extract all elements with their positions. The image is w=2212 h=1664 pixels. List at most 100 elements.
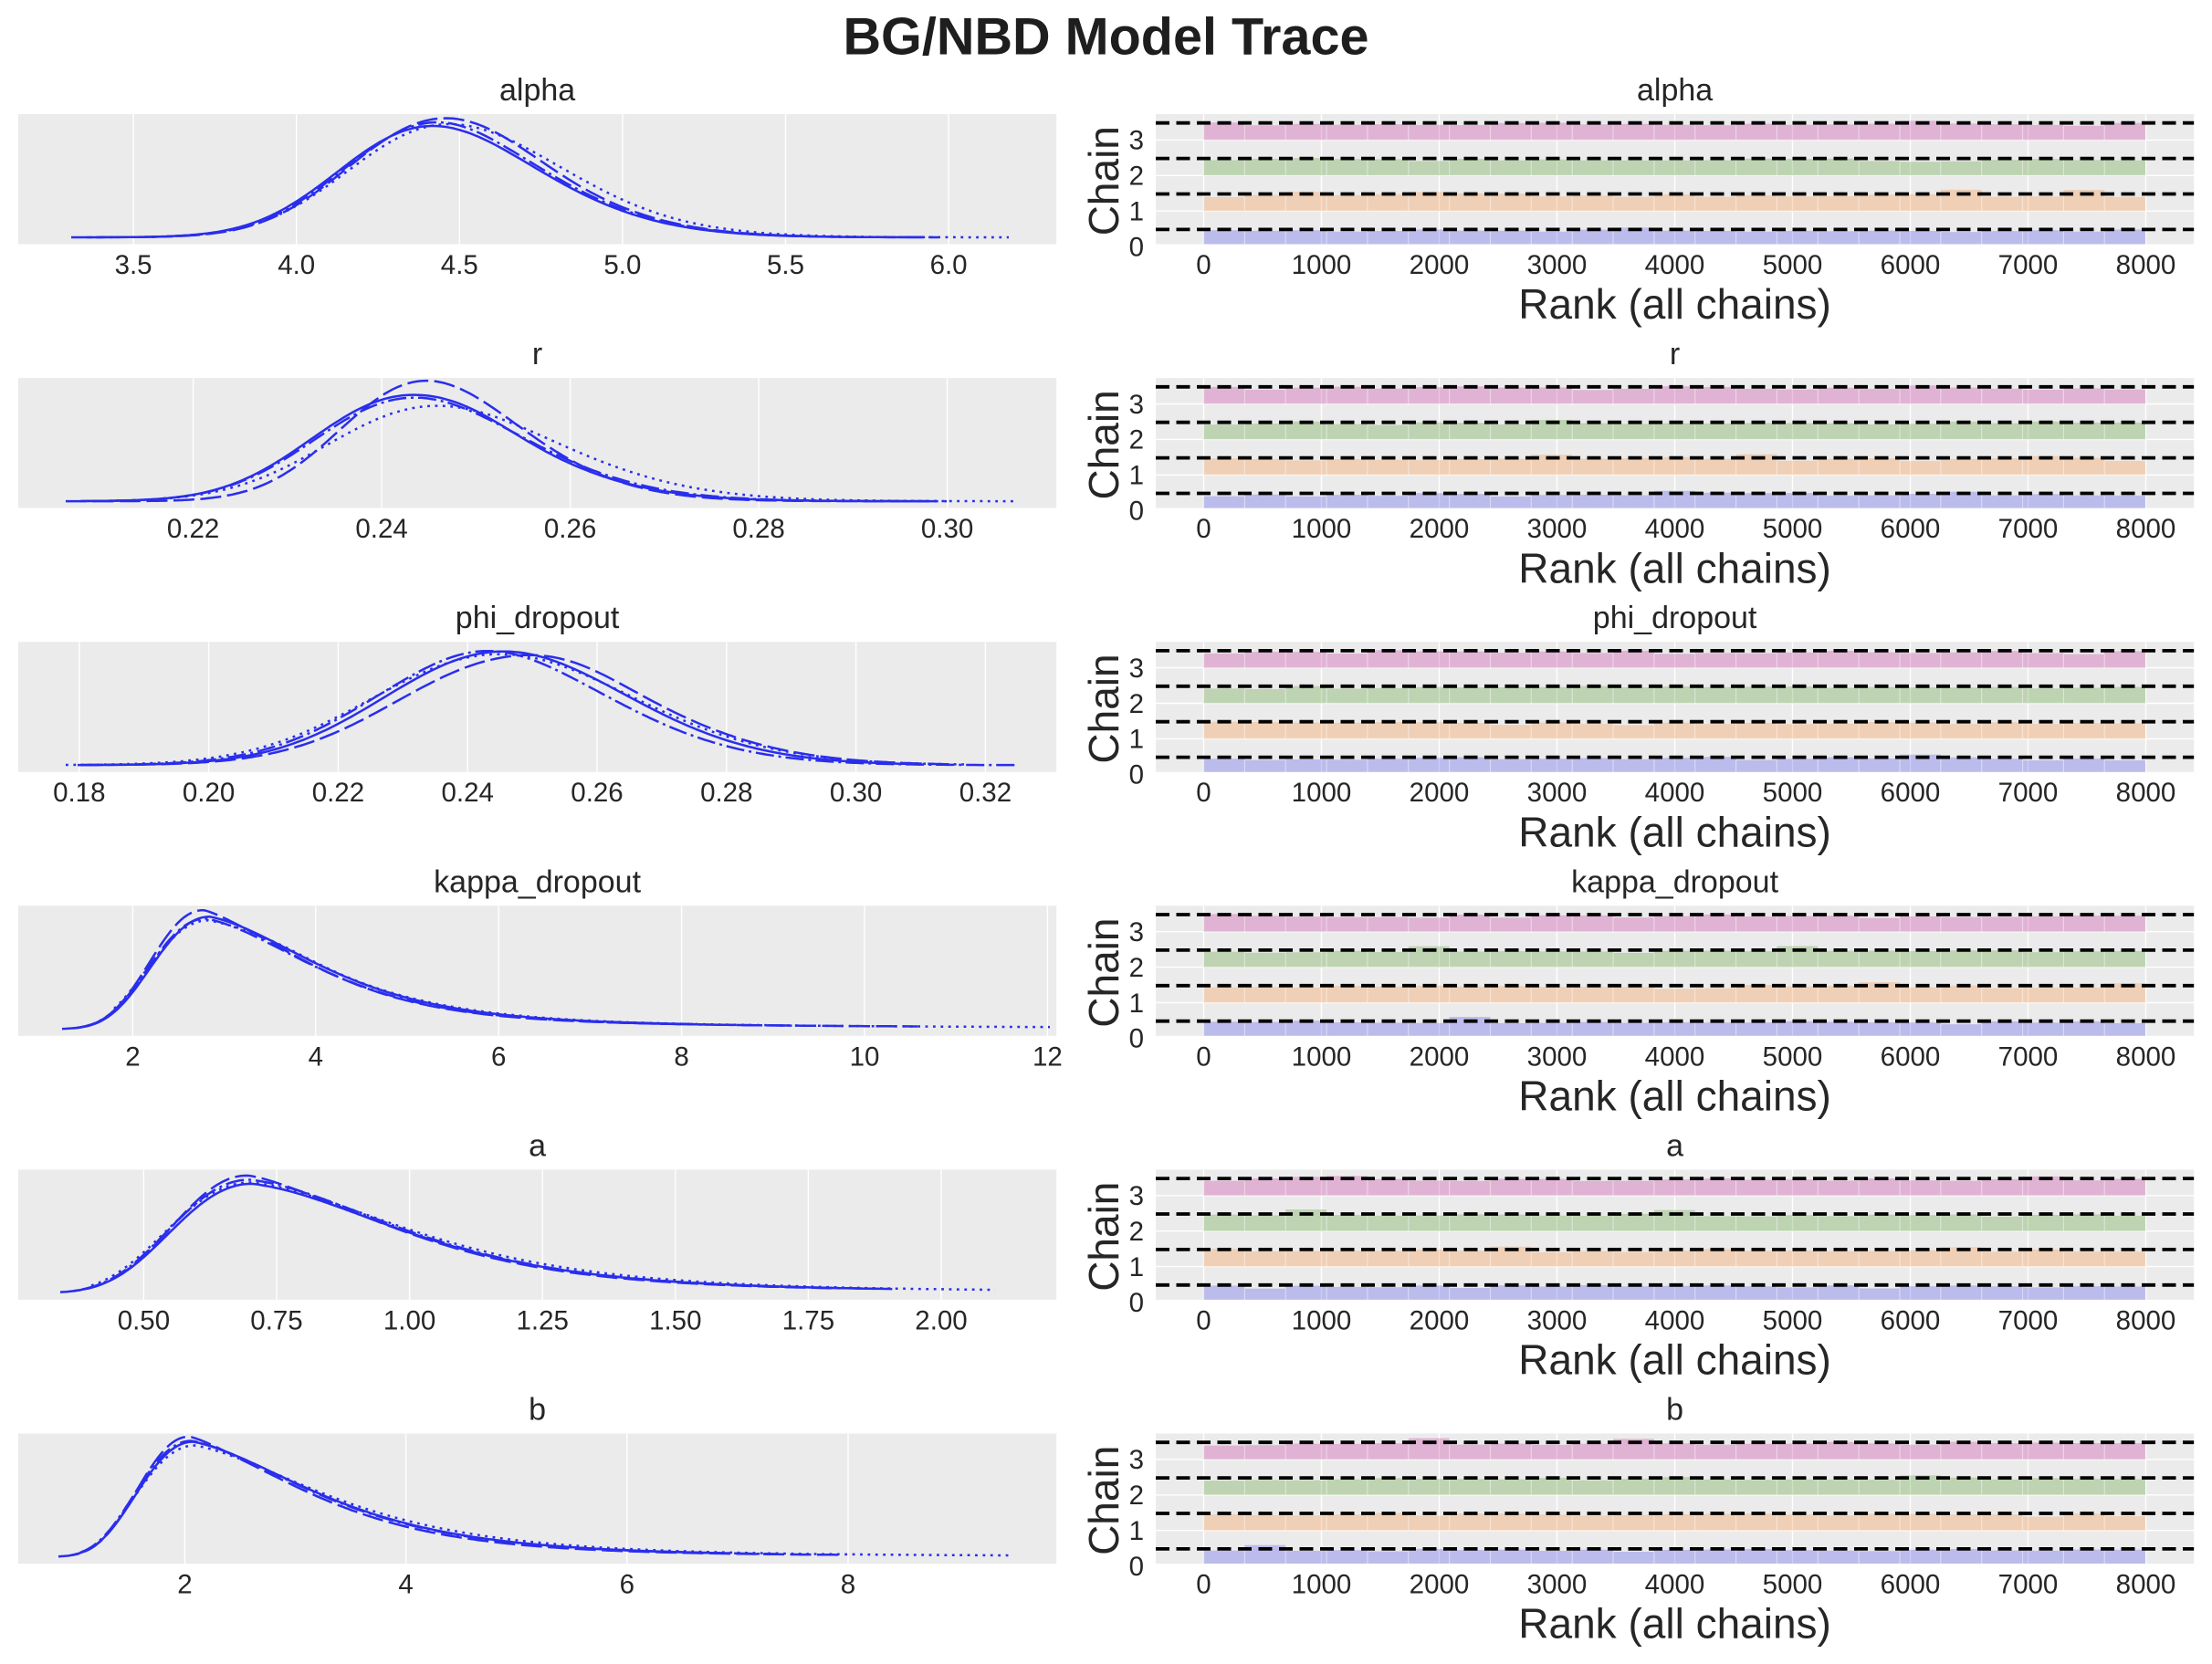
svg-text:0: 0 <box>1129 497 1144 527</box>
svg-text:1: 1 <box>1129 725 1144 755</box>
svg-text:6000: 6000 <box>1881 778 1941 808</box>
svg-text:10: 10 <box>850 1041 880 1072</box>
svg-text:2.00: 2.00 <box>915 1305 967 1335</box>
svg-text:4000: 4000 <box>1645 1305 1705 1335</box>
svg-text:Chain: Chain <box>1080 654 1127 763</box>
svg-text:6000: 6000 <box>1881 1570 1941 1600</box>
svg-text:4: 4 <box>398 1570 413 1600</box>
svg-text:4000: 4000 <box>1645 250 1705 280</box>
svg-text:b: b <box>1666 1393 1683 1428</box>
svg-text:0.30: 0.30 <box>830 778 882 808</box>
svg-text:1: 1 <box>1129 1516 1144 1546</box>
svg-text:8000: 8000 <box>2116 1305 2176 1335</box>
svg-text:0.32: 0.32 <box>959 778 1012 808</box>
svg-text:0: 0 <box>1196 1570 1211 1600</box>
svg-text:Chain: Chain <box>1080 1446 1127 1555</box>
svg-text:1.25: 1.25 <box>516 1305 568 1335</box>
svg-text:4000: 4000 <box>1645 778 1705 808</box>
svg-text:0.30: 0.30 <box>921 514 973 544</box>
svg-text:8: 8 <box>674 1041 688 1072</box>
svg-text:3: 3 <box>1129 654 1144 684</box>
svg-text:7000: 7000 <box>1998 1041 2059 1072</box>
svg-text:2: 2 <box>1129 953 1144 983</box>
svg-text:5000: 5000 <box>1763 514 1823 544</box>
svg-text:1000: 1000 <box>1292 1041 1352 1072</box>
svg-text:4.0: 4.0 <box>278 250 315 280</box>
svg-text:Rank (all chains): Rank (all chains) <box>1518 1336 1831 1384</box>
svg-text:0: 0 <box>1129 1024 1144 1054</box>
svg-text:6000: 6000 <box>1881 1041 1941 1072</box>
svg-text:kappa_dropout: kappa_dropout <box>1571 864 1778 899</box>
svg-text:0: 0 <box>1129 760 1144 790</box>
svg-text:2: 2 <box>1129 689 1144 719</box>
svg-text:5000: 5000 <box>1763 1570 1823 1600</box>
svg-text:0: 0 <box>1196 250 1211 280</box>
svg-text:2000: 2000 <box>1410 1041 1470 1072</box>
svg-text:2000: 2000 <box>1410 1305 1470 1335</box>
svg-text:6: 6 <box>491 1041 506 1072</box>
svg-text:1.50: 1.50 <box>649 1305 701 1335</box>
svg-text:2000: 2000 <box>1410 514 1470 544</box>
svg-text:0.26: 0.26 <box>571 778 623 808</box>
svg-text:0.22: 0.22 <box>167 514 219 544</box>
svg-text:kappa_dropout: kappa_dropout <box>434 864 641 899</box>
svg-text:4000: 4000 <box>1645 1041 1705 1072</box>
svg-text:b: b <box>529 1393 546 1428</box>
svg-text:BG/NBD Model Trace: BG/NBD Model Trace <box>843 8 1368 67</box>
svg-text:2: 2 <box>1129 425 1144 455</box>
svg-text:Chain: Chain <box>1080 126 1127 235</box>
svg-text:5000: 5000 <box>1763 778 1823 808</box>
svg-text:7000: 7000 <box>1998 1305 2059 1335</box>
svg-text:4000: 4000 <box>1645 1570 1705 1600</box>
svg-text:2000: 2000 <box>1410 250 1470 280</box>
svg-text:3000: 3000 <box>1527 514 1588 544</box>
svg-text:2: 2 <box>1129 1217 1144 1247</box>
svg-text:0.28: 0.28 <box>732 514 784 544</box>
svg-text:6000: 6000 <box>1881 250 1941 280</box>
svg-text:0.50: 0.50 <box>118 1305 170 1335</box>
svg-text:Rank (all chains): Rank (all chains) <box>1518 1600 1831 1648</box>
svg-text:0.22: 0.22 <box>312 778 364 808</box>
svg-text:Rank (all chains): Rank (all chains) <box>1518 1073 1831 1120</box>
svg-text:1.00: 1.00 <box>383 1305 435 1335</box>
svg-text:Chain: Chain <box>1080 390 1127 499</box>
svg-text:0.24: 0.24 <box>441 778 493 808</box>
svg-text:12: 12 <box>1033 1041 1063 1072</box>
svg-text:8000: 8000 <box>2116 514 2176 544</box>
svg-text:3000: 3000 <box>1527 1041 1588 1072</box>
svg-text:6: 6 <box>620 1570 634 1600</box>
svg-text:a: a <box>529 1128 546 1163</box>
svg-text:5000: 5000 <box>1763 250 1823 280</box>
svg-text:0: 0 <box>1196 514 1211 544</box>
svg-text:5000: 5000 <box>1763 1041 1823 1072</box>
svg-text:0.24: 0.24 <box>355 514 407 544</box>
svg-text:6.0: 6.0 <box>930 250 968 280</box>
svg-text:3: 3 <box>1129 390 1144 420</box>
svg-text:2: 2 <box>1129 162 1144 192</box>
svg-text:1000: 1000 <box>1292 514 1352 544</box>
svg-text:5.5: 5.5 <box>767 250 804 280</box>
svg-text:0: 0 <box>1196 778 1211 808</box>
svg-text:3: 3 <box>1129 917 1144 947</box>
svg-text:Rank (all chains): Rank (all chains) <box>1518 808 1831 855</box>
svg-text:7000: 7000 <box>1998 514 2059 544</box>
svg-text:4: 4 <box>309 1041 323 1072</box>
svg-text:7000: 7000 <box>1998 778 2059 808</box>
svg-text:2000: 2000 <box>1410 778 1470 808</box>
svg-text:3.5: 3.5 <box>115 250 152 280</box>
svg-text:0: 0 <box>1129 232 1144 262</box>
svg-text:0.75: 0.75 <box>250 1305 302 1335</box>
svg-text:alpha: alpha <box>499 73 575 108</box>
svg-text:7000: 7000 <box>1998 250 2059 280</box>
svg-text:3000: 3000 <box>1527 250 1588 280</box>
svg-text:r: r <box>1670 337 1680 372</box>
svg-text:8: 8 <box>841 1570 855 1600</box>
svg-text:0: 0 <box>1129 1552 1144 1582</box>
svg-text:phi_dropout: phi_dropout <box>456 601 620 635</box>
svg-text:a: a <box>1666 1128 1683 1163</box>
svg-text:8000: 8000 <box>2116 1570 2176 1600</box>
svg-text:r: r <box>532 337 542 372</box>
svg-text:0.20: 0.20 <box>183 778 235 808</box>
svg-text:1000: 1000 <box>1292 1570 1352 1600</box>
svg-text:3: 3 <box>1129 1181 1144 1211</box>
